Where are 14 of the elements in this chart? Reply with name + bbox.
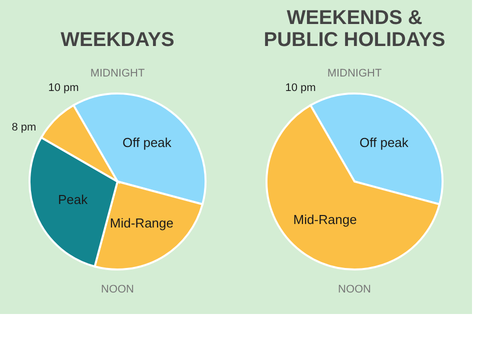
chart-title: WEEKDAYS [60,29,174,51]
text: 10 pm [285,82,316,94]
text: MIDNIGHT [327,68,382,80]
slice-label: Mid-Range [110,215,174,230]
text: NOON [338,284,372,296]
slice-label: Off peak [122,135,172,150]
slice-label: Mid-Range [293,212,357,227]
text: 8 pm [12,122,36,134]
slice-label: Off peak [360,135,409,150]
slice-label: Peak [58,192,88,208]
text: NOON [101,284,134,296]
text: 10 pm [48,82,79,94]
chart-title: WEEKENDS & PUBLIC HOLIDAYS [264,7,446,51]
text: MIDNIGHT [90,68,145,80]
